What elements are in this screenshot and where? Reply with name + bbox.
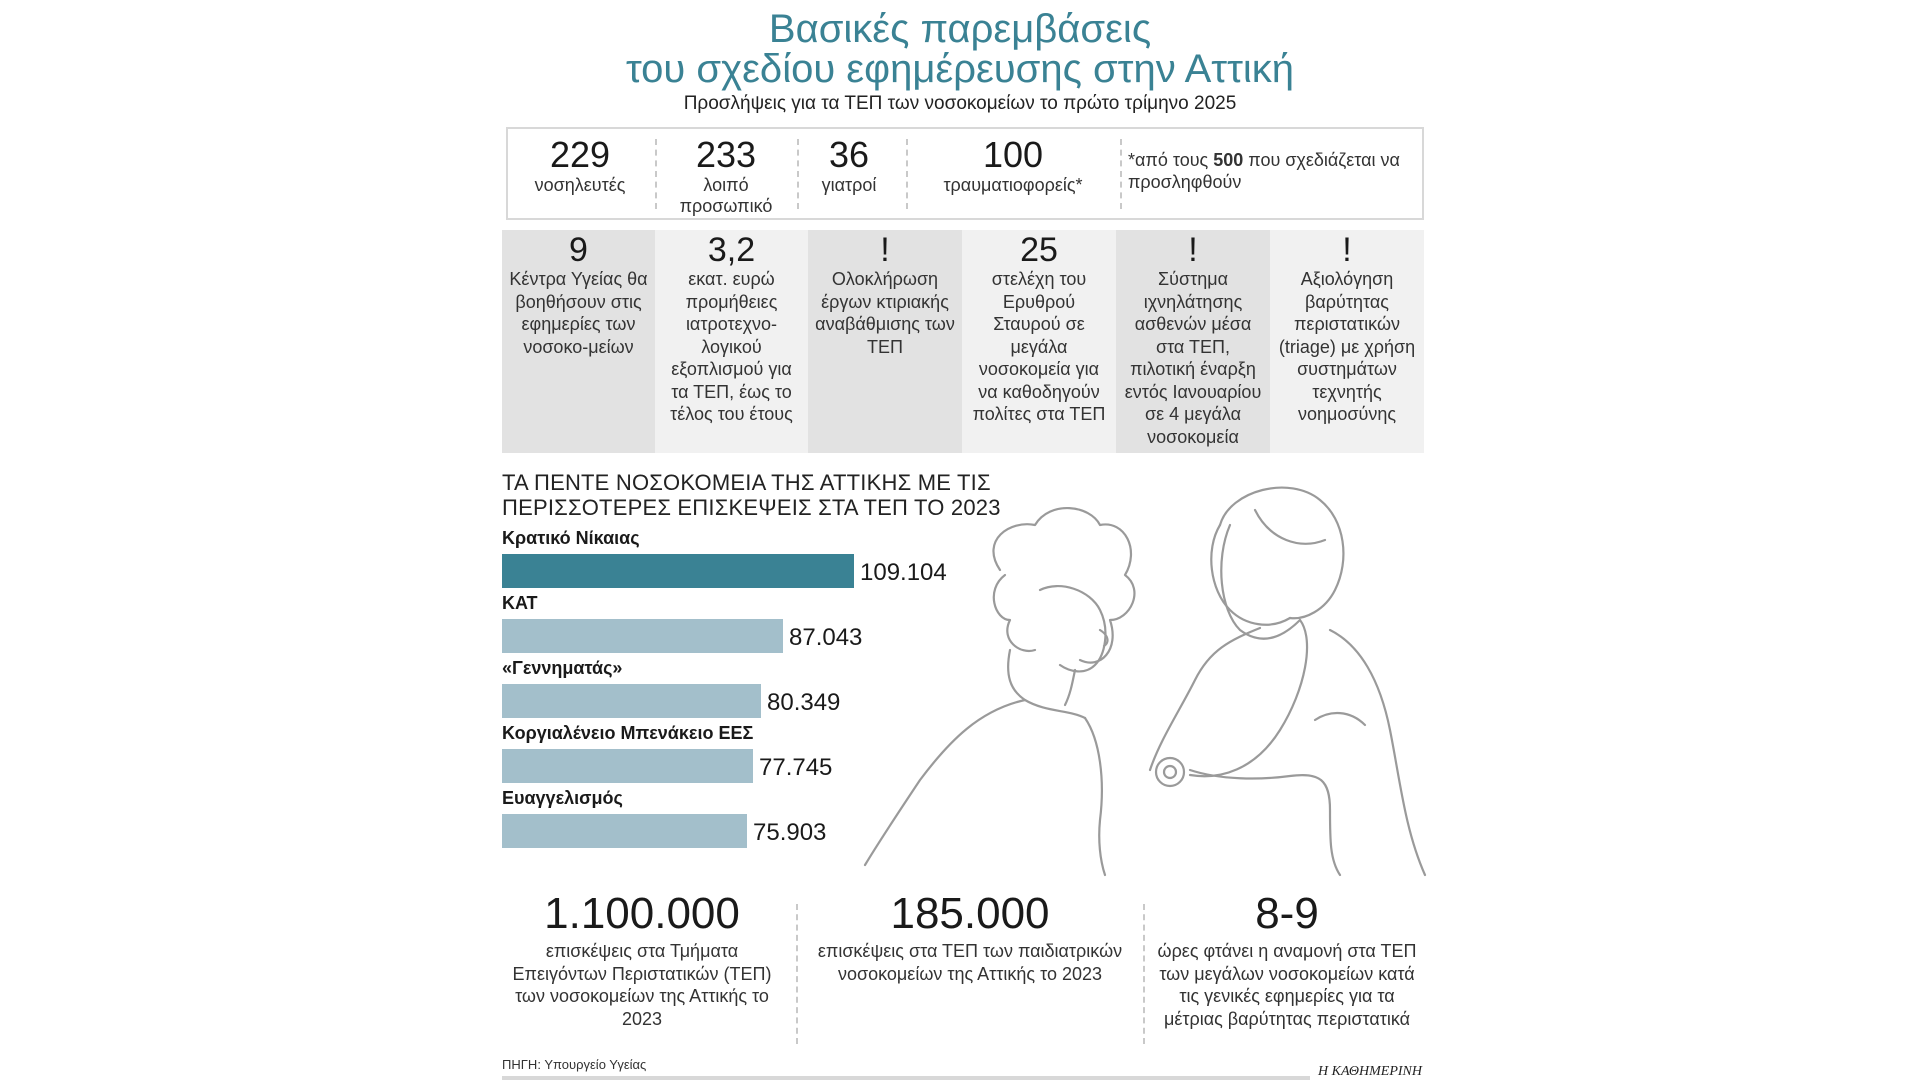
chart-title: ΤΑ ΠΕΝΤΕ ΝΟΣΟΚΟΜΕΙΑ ΤΗΣ ΑΤΤΙΚΗΣ ΜΕ ΤΙΣ Π… xyxy=(502,470,1001,520)
bar-value-label: 87.043 xyxy=(789,624,863,651)
measure-number: ! xyxy=(1188,231,1198,269)
hire-value: 229 xyxy=(549,134,611,175)
measure-card: ! Ολοκλήρωση έργων κτιριακής αναβάθμισης… xyxy=(808,230,962,453)
hire-label: γιατροί xyxy=(821,175,877,195)
divider xyxy=(655,139,657,209)
measure-card: ! Αξιολόγηση βαρύτητας περιστατικών (tri… xyxy=(1270,230,1424,453)
bottom-stat-number: 185.000 xyxy=(890,889,1050,938)
hire-stat: 229 νοσηλευτές xyxy=(520,129,640,196)
bar xyxy=(502,619,783,653)
title-line-1: Βασικές παρεμβάσεις xyxy=(768,7,1152,51)
bottom-stat-text: επισκέψεις στα ΤΕΠ των παιδιατρικών νοσο… xyxy=(817,941,1123,984)
measure-card: ! Σύστημα ιχνηλάτησης ασθενών μέσα στα Τ… xyxy=(1116,230,1270,453)
hire-label: λοιπό προσωπικό xyxy=(679,175,773,216)
measure-number: 3,2 xyxy=(707,231,756,269)
bar xyxy=(502,814,747,848)
bottom-stat-text: επισκέψεις στα Τμήματα Επειγόντων Περιστ… xyxy=(512,941,772,1029)
bottom-stat: 1.100.000 επισκέψεις στα Τμήματα Επειγόν… xyxy=(502,888,782,1030)
title-line-2: του σχεδίου εφημέρευσης στην Αττική xyxy=(625,47,1295,91)
bar xyxy=(502,684,761,718)
footnote-text: που σχεδιάζεται να προσληφθούν xyxy=(1128,150,1400,192)
bar-category-label: Ευαγγελισμός xyxy=(502,788,623,808)
hire-stat: 233 λοιπό προσωπικό xyxy=(666,129,786,217)
divider xyxy=(796,904,798,1044)
bar-value-label: 77.745 xyxy=(759,754,833,781)
hires-box: 229 νοσηλευτές 233 λοιπό προσωπικό 36 γι… xyxy=(506,127,1424,220)
measure-number: 9 xyxy=(569,231,588,269)
footnote-bold: 500 xyxy=(1213,150,1244,170)
bottom-stat-text: ώρες φτάνει η αναμονή στα ΤΕΠ των μεγάλω… xyxy=(1157,941,1417,1029)
footnote-text: *από τους xyxy=(1128,150,1214,170)
hire-stat: 36 γιατροί xyxy=(804,129,894,196)
divider xyxy=(906,139,908,209)
divider xyxy=(1120,139,1122,209)
brand-logo: Η ΚΑΘΗΜΕΡΙΝΗ xyxy=(1318,1064,1422,1079)
bar-category-label: Κοργιαλένειο Μπενάκειο ΕΕΣ xyxy=(502,723,754,743)
measure-card: 9 Κέντρα Υγείας θα βοηθήσουν στις εφημερ… xyxy=(502,230,655,453)
hire-stat: 100 τραυματιοφορείς* xyxy=(918,129,1108,196)
subtitle: Προσλήψεις για τα ΤΕΠ των νοσοκομείων το… xyxy=(683,93,1237,114)
bottom-stat-number: 1.100.000 xyxy=(544,889,740,938)
divider xyxy=(1143,904,1145,1044)
hire-value: 36 xyxy=(828,134,870,175)
hire-value: 100 xyxy=(982,134,1044,175)
bottom-stat-number: 8-9 xyxy=(1255,889,1319,938)
bar-category-label: ΚΑΤ xyxy=(502,593,538,613)
hire-value: 233 xyxy=(695,134,757,175)
measure-card: 25 στελέχη του Ερυθρού Σταυρού σε μεγάλα… xyxy=(962,230,1116,453)
bar-category-label: Κρατικό Νίκαιας xyxy=(502,528,640,548)
footer-rule xyxy=(502,1076,1310,1080)
measure-text: Ολοκλήρωση έργων κτιριακής αναβάθμισης τ… xyxy=(815,269,955,357)
hire-label: νοσηλευτές xyxy=(534,175,626,195)
bar xyxy=(502,554,854,588)
bar-value-label: 109.104 xyxy=(860,559,947,586)
measure-text: Σύστημα ιχνηλάτησης ασθενών μέσα στα ΤΕΠ… xyxy=(1124,269,1262,447)
bar-category-label: «Γεννηματάς» xyxy=(502,658,623,678)
doctor-patient-illustration xyxy=(863,486,1427,877)
measure-text: Αξιολόγηση βαρύτητας περιστατικών (triag… xyxy=(1278,269,1416,424)
footnote: *από τους 500 που σχεδιάζεται να προσληφ… xyxy=(1128,149,1413,193)
divider xyxy=(797,139,799,209)
source-note: ΠΗΓΗ: Υπουργείο Υγείας xyxy=(502,1057,647,1072)
bar-value-label: 75.903 xyxy=(753,819,827,846)
measure-card: 3,2 εκατ. ευρώ προμήθειες ιατροτεχνο-λογ… xyxy=(655,230,808,453)
measure-number: 25 xyxy=(1020,231,1058,269)
measure-number: ! xyxy=(1342,231,1352,269)
measure-text: εκατ. ευρώ προμήθειες ιατροτεχνο-λογικού… xyxy=(670,269,793,424)
measure-number: ! xyxy=(880,231,890,269)
bar-value-label: 80.349 xyxy=(767,689,841,716)
measure-text: στελέχη του Ερυθρού Σταυρού σε μεγάλα νο… xyxy=(972,269,1106,424)
bottom-stat: 8-9 ώρες φτάνει η αναμονή στα ΤΕΠ των με… xyxy=(1152,888,1422,1030)
bottom-stat: 185.000 επισκέψεις στα ΤΕΠ των παιδιατρι… xyxy=(810,888,1130,985)
measures-row: 9 Κέντρα Υγείας θα βοηθήσουν στις εφημερ… xyxy=(502,230,1424,453)
measure-text: Κέντρα Υγείας θα βοηθήσουν στις εφημερίε… xyxy=(509,269,648,357)
hire-label: τραυματιοφορείς* xyxy=(943,175,1083,195)
bar xyxy=(502,749,753,783)
